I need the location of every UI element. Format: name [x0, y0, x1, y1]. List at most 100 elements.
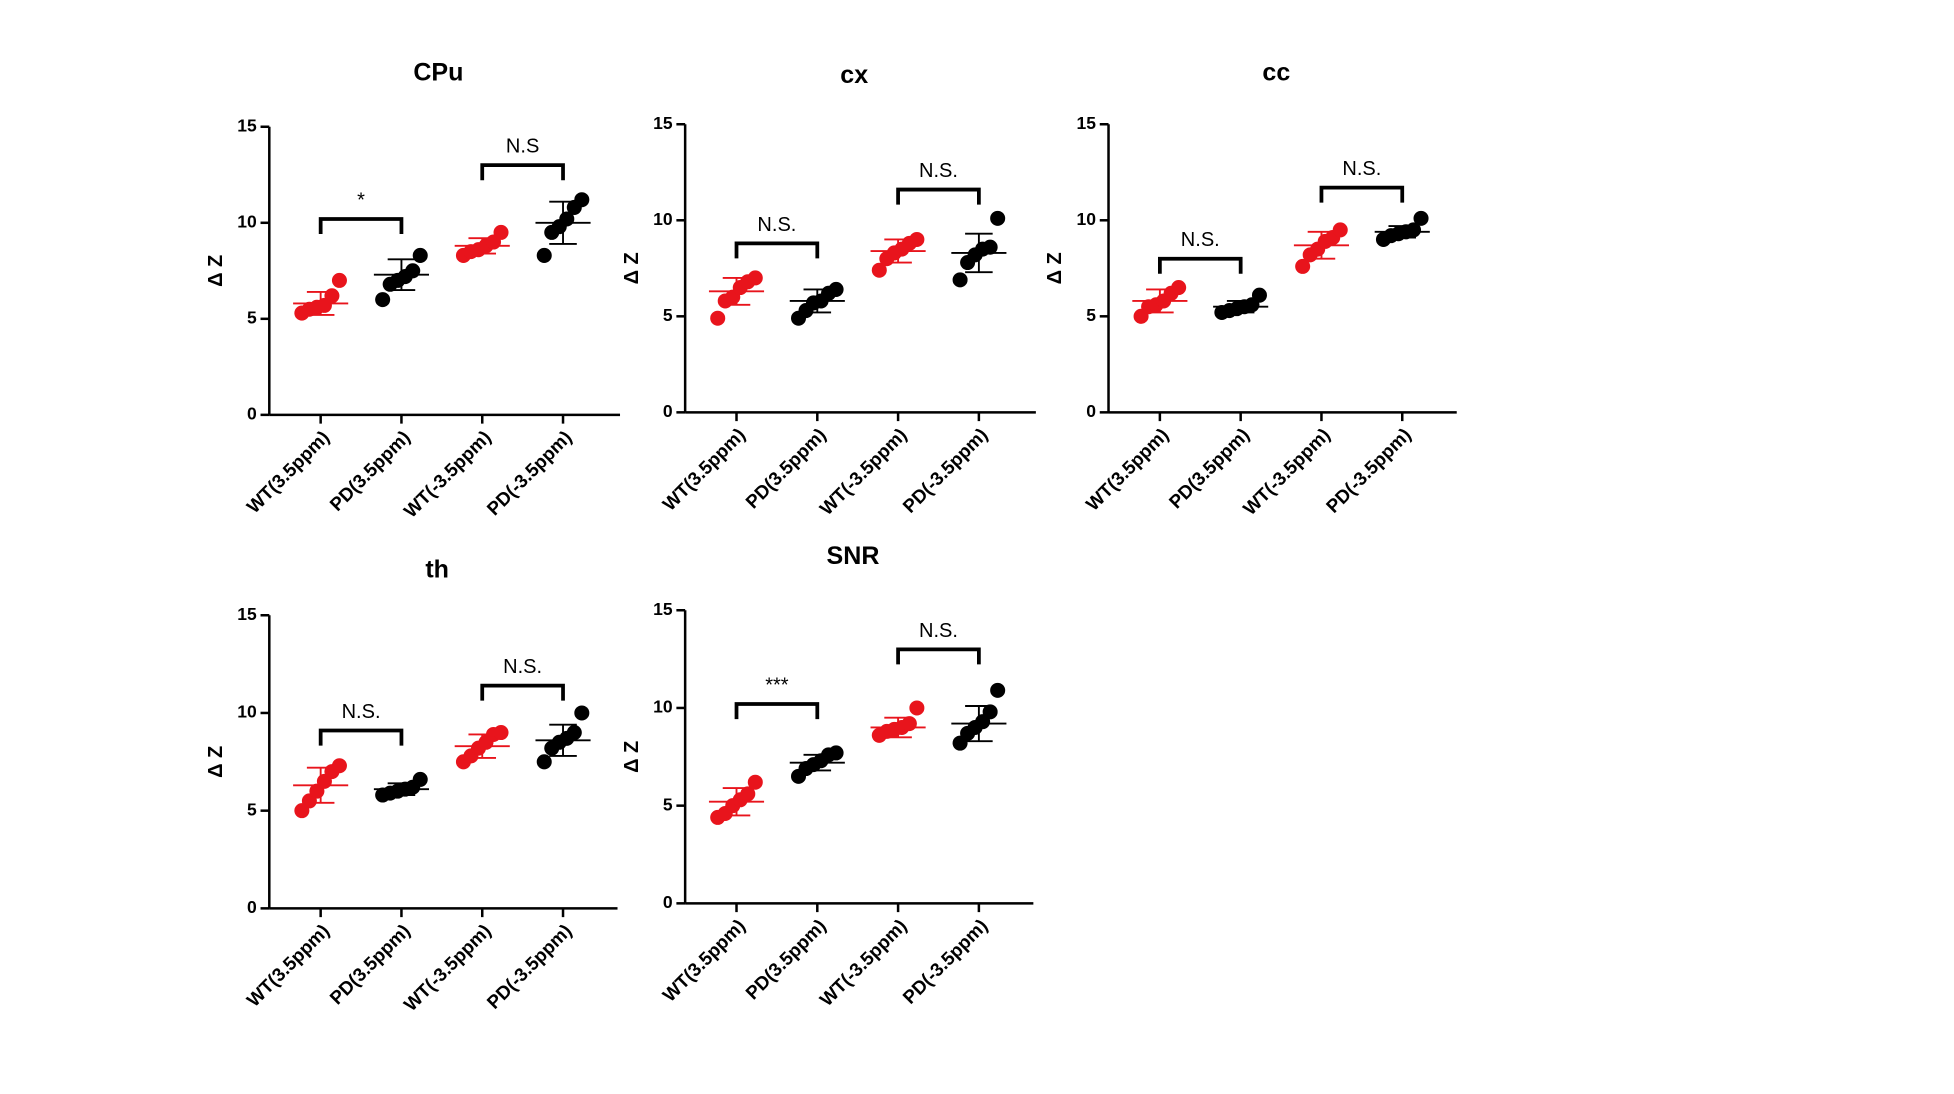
significance-bracket — [896, 647, 981, 665]
data-point — [412, 771, 428, 787]
y-tick-label: 5 — [663, 794, 673, 814]
y-tick-label: 15 — [1077, 113, 1097, 133]
y-tick-label: 0 — [663, 892, 673, 912]
significance-bracket — [734, 241, 820, 259]
panel: CPu Δ Z 0 5 10 15 WT(3.5ppm)PD(3.5ppm)WT(-3.5p… — [205, 58, 621, 522]
x-tick-label: WT(-3.5ppm) — [1239, 424, 1334, 519]
y-tick-label: 15 — [653, 599, 673, 619]
significance-label: N.S. — [919, 160, 958, 182]
significance-bracket — [318, 728, 404, 746]
data-point — [536, 247, 552, 263]
data-point — [952, 272, 968, 288]
data-point — [405, 263, 421, 279]
x-tick-label: WT(3.5ppm) — [1082, 424, 1173, 515]
x-tick-label: PD(-3.5ppm) — [483, 920, 576, 1013]
data-point — [375, 292, 391, 308]
x-tick-label: WT(3.5ppm) — [242, 920, 333, 1011]
panel-title: cx — [840, 61, 868, 89]
data-point — [412, 247, 428, 263]
y-axis-label: Δ Z — [621, 252, 643, 284]
panel: SNR Δ Z 0 5 10 15 WT(3.5ppm)PD(3.5ppm)WT(-3.5p… — [621, 542, 1034, 1010]
y-tick-label: 0 — [247, 897, 257, 917]
significance-bracket — [318, 217, 404, 234]
y-tick-label: 10 — [237, 702, 257, 722]
panel-title: CPu — [413, 58, 463, 86]
panel: cc Δ Z 0 5 10 15 WT(3.5ppm)PD(3.5ppm)WT(-3.5pp… — [1044, 58, 1457, 519]
data-point — [536, 754, 552, 770]
y-tick-label: 15 — [237, 604, 257, 624]
significance-bracket — [480, 163, 565, 181]
data-point — [828, 281, 844, 297]
data-point — [574, 192, 590, 208]
data-point — [566, 724, 582, 741]
x-tick-label: PD(3.5ppm) — [741, 915, 830, 1004]
x-tick-label: WT(-3.5ppm) — [400, 920, 495, 1015]
y-axis-label: Δ Z — [205, 746, 227, 778]
significance-bracket — [734, 702, 820, 720]
data-point — [1251, 287, 1267, 303]
y-tick-label: 0 — [1086, 401, 1096, 421]
x-tick-label: PD(3.5ppm) — [1165, 424, 1254, 513]
y-tick-label: 0 — [247, 403, 257, 423]
significance-label: N.S. — [1181, 229, 1220, 251]
data-point — [909, 700, 925, 716]
significance-label: N.S. — [1342, 158, 1381, 180]
data-point — [493, 224, 509, 240]
data-point — [982, 239, 998, 255]
y-axis-label: Δ Z — [1044, 252, 1066, 284]
data-point — [574, 705, 590, 721]
panel: cx Δ Z 0 5 10 15 WT(3.5ppm)PD(3.5ppm)WT(-3.5pp… — [621, 61, 1036, 519]
y-tick-label: 10 — [653, 697, 673, 717]
y-tick-label: 10 — [653, 209, 673, 229]
panel: th Δ Z 0 5 10 15 WT(3.5ppm)PD(3.5ppm)WT(-3.5pp… — [205, 556, 618, 1015]
y-tick-label: 5 — [1086, 305, 1096, 325]
data-point — [747, 774, 763, 790]
significance-bracket — [896, 187, 981, 205]
data-point — [1295, 258, 1311, 274]
significance-bracket — [1157, 256, 1243, 274]
y-tick-label: 5 — [663, 305, 673, 325]
significance-label: *** — [765, 675, 789, 697]
y-tick-label: 10 — [1077, 209, 1097, 229]
x-tick-label: PD(-3.5ppm) — [1322, 424, 1415, 517]
y-tick-label: 10 — [237, 211, 257, 231]
data-point — [493, 724, 509, 741]
data-point — [871, 262, 887, 278]
y-tick-label: 15 — [237, 115, 257, 135]
data-point — [828, 745, 844, 761]
x-tick-label: PD(3.5ppm) — [325, 920, 414, 1009]
x-tick-label: WT(-3.5ppm) — [815, 424, 910, 519]
data-point — [909, 231, 925, 248]
data-point — [324, 288, 340, 304]
x-tick-label: WT(-3.5ppm) — [400, 426, 495, 521]
x-tick-label: PD(-3.5ppm) — [898, 424, 991, 517]
data-point — [710, 310, 726, 326]
panel-title: th — [425, 556, 449, 584]
data-point — [747, 270, 763, 286]
data-point — [1171, 279, 1187, 296]
x-tick-label: PD(-3.5ppm) — [898, 915, 991, 1008]
data-point — [331, 272, 347, 288]
significance-bracket — [480, 683, 565, 701]
x-tick-label: WT(3.5ppm) — [658, 424, 749, 515]
x-tick-label: PD(3.5ppm) — [741, 424, 830, 513]
data-point — [990, 682, 1006, 698]
x-tick-label: WT(-3.5ppm) — [815, 915, 910, 1010]
significance-label: N.S. — [342, 701, 381, 723]
x-tick-label: WT(3.5ppm) — [658, 915, 749, 1006]
y-axis-label: Δ Z — [621, 741, 643, 773]
y-tick-label: 5 — [247, 307, 257, 327]
data-point — [740, 786, 756, 802]
panel-title: cc — [1262, 58, 1290, 86]
y-tick-label: 15 — [653, 113, 673, 133]
y-tick-label: 0 — [663, 401, 673, 421]
data-point — [1413, 210, 1429, 226]
x-tick-label: WT(3.5ppm) — [242, 426, 333, 517]
y-axis-label: Δ Z — [205, 255, 227, 287]
y-tick-label: 5 — [247, 799, 257, 819]
significance-bracket — [1319, 185, 1405, 203]
data-point — [990, 210, 1006, 226]
significance-label: N.S. — [757, 214, 796, 236]
significance-label: N.S. — [503, 656, 542, 678]
